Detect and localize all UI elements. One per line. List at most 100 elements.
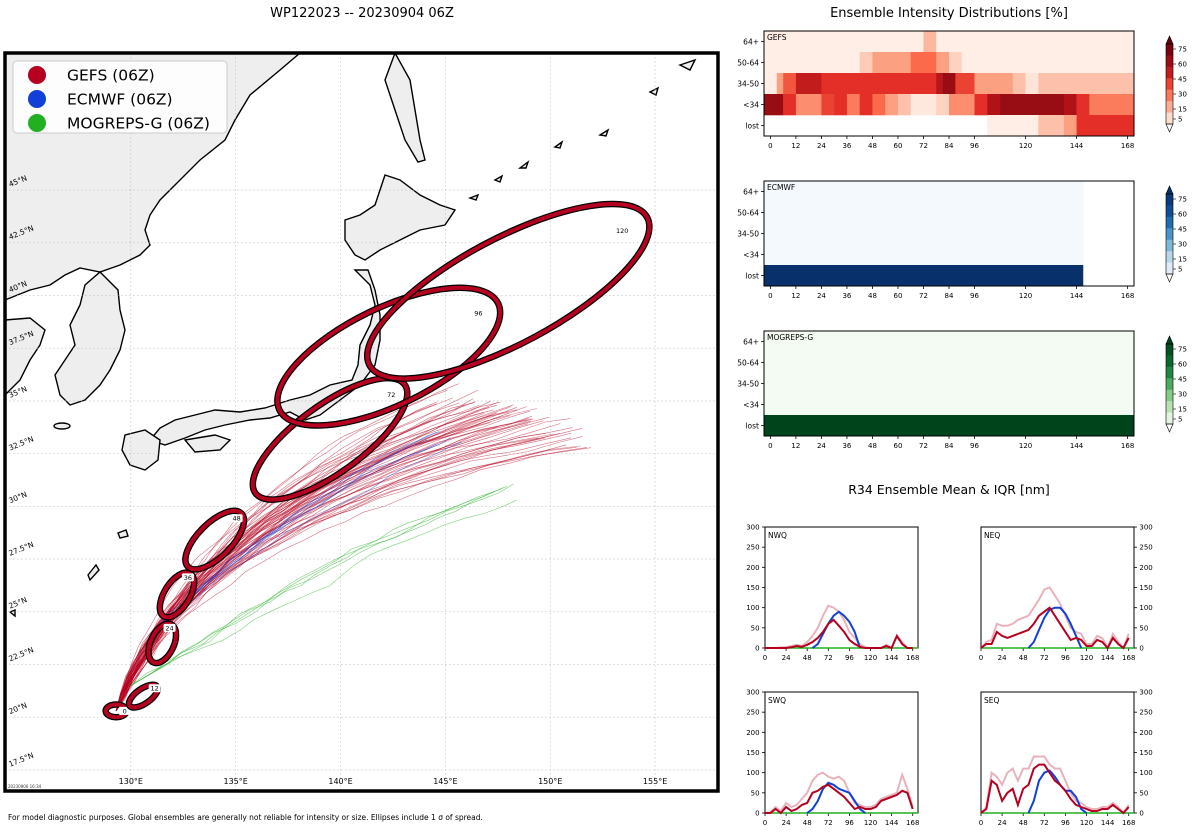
- mogreps-member-track: [130, 490, 496, 686]
- r34-x-tick-label: 24: [782, 819, 791, 827]
- heatmap-cell: [987, 115, 1039, 137]
- r34-y-tick-label: 250: [746, 709, 759, 717]
- sakhalin: [384, 53, 426, 163]
- r34-y-tick-label: 150: [1139, 749, 1152, 757]
- r34-x-tick-label: 24: [998, 819, 1007, 827]
- r34-y-tick-label: 0: [1139, 810, 1143, 818]
- row-tick-label: 64+: [743, 338, 759, 347]
- lon-tick-label: 155°E: [643, 777, 667, 786]
- ecmwf-mean-line: [811, 610, 861, 649]
- x-tick-label: 84: [945, 142, 954, 150]
- x-tick-label: 60: [894, 442, 903, 450]
- colorbar-swatch: [1166, 401, 1173, 413]
- colorbar-tick-label: 60: [1178, 211, 1187, 219]
- heatmap-cell: [955, 73, 975, 95]
- ellipse-label-bg: [148, 684, 161, 693]
- x-tick-label: 144: [1070, 142, 1084, 150]
- heatmap-cell: [821, 94, 835, 116]
- r34-panel-label: NWQ: [768, 531, 787, 540]
- r34-x-tick-label: 0: [763, 819, 767, 827]
- r34-x-tick-label: 0: [763, 654, 767, 662]
- r34-y-tick-label: 250: [1139, 709, 1152, 717]
- r34-x-tick-label: 120: [1080, 654, 1093, 662]
- colorbar-swatch: [1166, 112, 1173, 125]
- ellipse-label-bg: [616, 226, 629, 235]
- heatmap-ecmwf: ECMWF 64+ 50-64 34-50 <34 lost 0 12 24 36 48 60 72 84…: [737, 180, 1187, 300]
- colorbar-tick-label: 45: [1178, 226, 1187, 234]
- colorbar-swatch: [1166, 194, 1173, 206]
- heatmap-cell: [764, 265, 1084, 287]
- colorbar-tick-label: 15: [1178, 256, 1187, 264]
- x-tick-label: 72: [919, 142, 928, 150]
- heatmap-panel-label: GEFS: [767, 33, 787, 42]
- heatmap-cell: [764, 31, 924, 53]
- ellipse-label-bg: [385, 390, 398, 399]
- heatmap-cell: [795, 73, 822, 95]
- r34-y-tick-label: 0: [1139, 645, 1143, 653]
- heatmap-cell: [974, 73, 1014, 95]
- ellipse-72h: [250, 376, 410, 502]
- heatmap-cell: [897, 94, 912, 116]
- mogreps-member-track: [130, 487, 503, 686]
- x-tick-label: 36: [842, 292, 851, 300]
- gefs-iqr-line: [980, 586, 1130, 651]
- ellipse-label: 48: [232, 515, 240, 523]
- row-tick-label: 64+: [743, 188, 759, 197]
- heatmap-cell: [764, 415, 1135, 437]
- r34-x-tick-label: 96: [845, 819, 854, 827]
- colorbar: 5 15 30 45 60 75: [1165, 335, 1187, 433]
- r34-panel-label: SWQ: [768, 696, 786, 705]
- colorbar-tick-label: 15: [1178, 406, 1187, 414]
- r34-frame: [764, 691, 919, 814]
- gefs-mean-line: [980, 606, 1130, 650]
- heatmap-cell: [1038, 73, 1135, 95]
- x-tick-label: 36: [842, 442, 851, 450]
- row-tick-label: lost: [745, 272, 759, 281]
- r34-panel-neq: NEQ 0 50 100 150 200 250 300 0 24 48 72 96 120 144 168: [979, 524, 1153, 663]
- r34-y-tick-label: 200: [1139, 729, 1152, 737]
- x-tick-label: 60: [894, 142, 903, 150]
- ellipse-label-bg: [472, 308, 485, 317]
- heatmap-cell: [764, 94, 784, 116]
- x-tick-label: 144: [1070, 442, 1084, 450]
- r34-y-tick-label: 200: [1139, 564, 1152, 572]
- r34-y-tick-label: 100: [746, 604, 759, 612]
- heatmap-panel-label: MOGREPS-G: [767, 333, 813, 342]
- r34-x-tick-label: 72: [824, 819, 833, 827]
- r34-panel-label: SEQ: [984, 696, 999, 705]
- r34-y-tick-label: 100: [1139, 769, 1152, 777]
- colorbar-tick-label: 5: [1178, 116, 1182, 124]
- r34-x-tick-label: 168: [906, 654, 919, 662]
- heatmap-cell: [783, 73, 797, 95]
- colorbar-tick-label: 5: [1178, 416, 1182, 424]
- korea: [54, 271, 126, 406]
- gefs-member-track: [115, 433, 554, 711]
- footer-note: For model diagnostic purposes. Global en…: [8, 813, 483, 822]
- track-map: 0 12 24 36 48 72 96 120 130°E 135°E 140°E 145°E 150…: [3, 51, 720, 793]
- row-tick-label: <34: [743, 401, 759, 410]
- ellipse-label-bg: [230, 514, 243, 523]
- heatmap-cell: [764, 52, 860, 74]
- gefs-member-track: [115, 401, 438, 711]
- row-tick-label: 50-64: [737, 359, 759, 368]
- r34-x-tick-label: 96: [1061, 819, 1070, 827]
- r34-panel-label: NEQ: [984, 531, 1000, 540]
- r34-y-tick-label: 50: [1139, 789, 1148, 797]
- r34-x-tick-label: 168: [906, 819, 919, 827]
- colorbar-tick-label: 75: [1178, 346, 1187, 354]
- heatmap-cell: [1012, 73, 1026, 95]
- ellipse-label: 96: [474, 309, 482, 317]
- x-tick-label: 0: [768, 442, 772, 450]
- heatmap-cell: [974, 94, 988, 116]
- ecmwf-mean-line: [806, 781, 866, 814]
- x-tick-label: 96: [970, 142, 979, 150]
- heatmap-cell: [776, 73, 784, 95]
- r34-x-tick-label: 168: [1122, 819, 1135, 827]
- colorbar-swatch: [1166, 262, 1173, 275]
- colorbar-swatch: [1166, 239, 1173, 252]
- uncertainty-ellipses: 0 12 24 36 48 72 96 120: [102, 200, 653, 721]
- heatmap-cell: [859, 52, 873, 74]
- ellipse-48h: [183, 508, 246, 572]
- r34-y-tick-label: 200: [746, 564, 759, 572]
- colorbar-frame: [1165, 193, 1174, 275]
